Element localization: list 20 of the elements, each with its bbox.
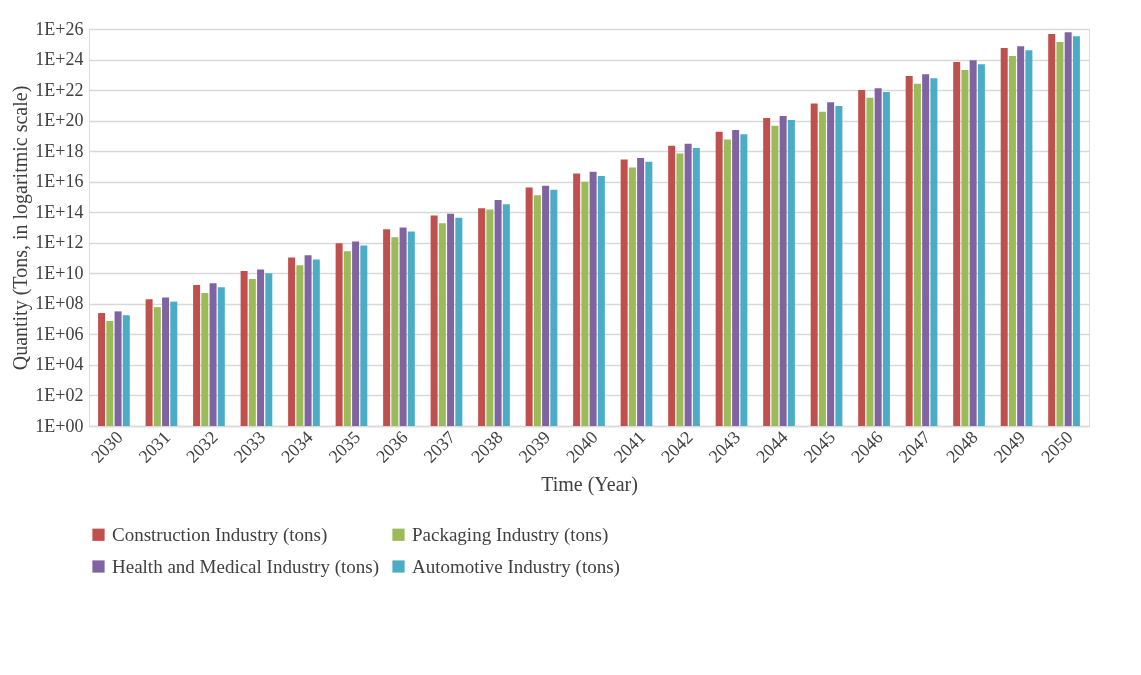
y-tick-label: 1E+08 — [35, 293, 84, 314]
legend-label: Automotive Industry (tons) — [412, 555, 620, 578]
y-tick-label: 1E+16 — [35, 171, 84, 192]
y-tick-label: 1E+18 — [35, 140, 84, 161]
y-tick-label: 1E+20 — [35, 110, 84, 131]
y-axis-title: Quantity (Tons, in logaritmic scale) — [9, 85, 33, 371]
y-tick-label: 1E+06 — [35, 323, 84, 344]
y-tick-label: 1E+10 — [35, 262, 84, 283]
legend-label: Construction Industry (tons) — [112, 523, 328, 546]
legend-label: Packaging Industry (tons) — [412, 523, 609, 546]
y-tick-label: 1E+12 — [35, 232, 84, 253]
y-tick-label: 1E+26 — [35, 18, 84, 39]
y-tick-label: 1E+24 — [35, 49, 84, 70]
y-tick-label: 1E+00 — [35, 415, 84, 436]
y-tick-label: 1E+14 — [35, 201, 84, 222]
y-tick-label: 1E+04 — [35, 354, 84, 375]
y-tick-label: 1E+02 — [35, 384, 84, 405]
x-axis-title: Time (Year) — [541, 472, 638, 496]
y-tick-label: 1E+22 — [35, 79, 84, 100]
legend-label: Health and Medical Industry (tons) — [112, 555, 379, 578]
